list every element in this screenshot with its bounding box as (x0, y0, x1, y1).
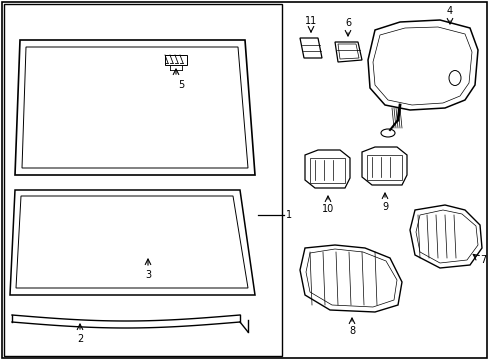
Text: 7: 7 (479, 255, 485, 265)
Bar (4, 4, 282, 356)
Text: 10: 10 (321, 204, 333, 214)
Text: 9: 9 (381, 202, 387, 212)
Text: 3: 3 (144, 270, 151, 280)
Text: 2: 2 (77, 334, 83, 344)
Text: 8: 8 (348, 326, 354, 336)
Text: 6: 6 (344, 18, 350, 28)
Text: 1: 1 (285, 210, 291, 220)
Text: 4: 4 (446, 6, 452, 16)
Bar (164, 55, 186, 65)
Text: 5: 5 (178, 80, 184, 90)
Text: 11: 11 (304, 16, 317, 26)
